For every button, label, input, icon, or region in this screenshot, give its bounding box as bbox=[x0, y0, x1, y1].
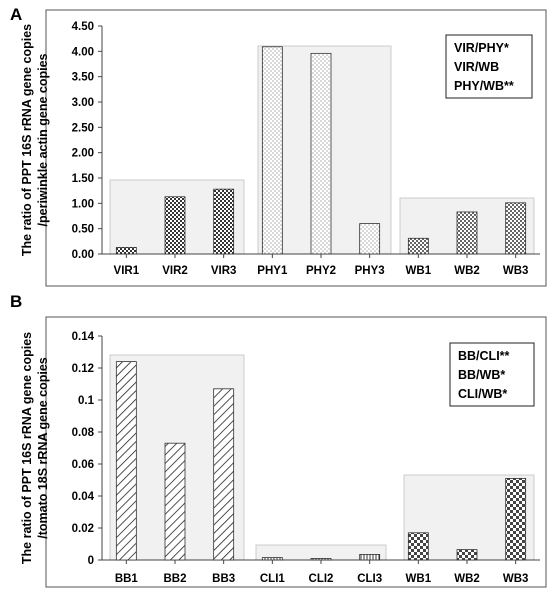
panel-letter: A bbox=[10, 5, 22, 24]
category-label-vir1: VIR1 bbox=[114, 265, 140, 277]
category-label-vir3: VIR3 bbox=[211, 265, 237, 277]
category-label-wb2: WB2 bbox=[454, 573, 480, 585]
y-axis-label: The ratio of PPT 16S rRNA gene copies bbox=[20, 332, 34, 564]
y-tick-label: 2.00 bbox=[72, 148, 94, 160]
significance-box bbox=[445, 34, 533, 99]
bar-wb2 bbox=[456, 549, 478, 561]
category-label-wb1: WB1 bbox=[406, 265, 432, 277]
bar-cli3 bbox=[359, 554, 381, 561]
category-label-cli3: CLI3 bbox=[357, 573, 382, 585]
category-label-phy1: PHY1 bbox=[257, 265, 288, 277]
y-tick-label: 0.06 bbox=[72, 459, 94, 471]
category-label-wb3: WB3 bbox=[503, 573, 529, 585]
y-axis-label: The ratio of PPT 16S rRNA gene copies bbox=[20, 24, 34, 256]
y-tick-label: 4.00 bbox=[72, 46, 94, 58]
y-tick-label: 0.00 bbox=[72, 249, 94, 261]
bar-phy1 bbox=[261, 46, 283, 255]
category-label-wb2: WB2 bbox=[454, 265, 480, 277]
bar-phy3 bbox=[359, 223, 381, 255]
bar-cli2 bbox=[310, 558, 332, 561]
significance-box bbox=[449, 342, 535, 407]
y-tick-label: 0.14 bbox=[72, 331, 95, 343]
y-tick-label: 0.04 bbox=[72, 491, 95, 503]
significance-label: CLI/WB* bbox=[458, 387, 507, 401]
y-tick-label: 0.08 bbox=[72, 427, 95, 439]
category-label-bb3: BB3 bbox=[212, 573, 235, 585]
bar-vir2 bbox=[164, 196, 186, 255]
y-tick-label: 1.50 bbox=[72, 173, 94, 185]
y-tick-label: 3.00 bbox=[72, 97, 94, 109]
y-tick-label: 4.50 bbox=[72, 21, 94, 33]
significance-label: VIR/WB bbox=[454, 60, 499, 74]
y-axis-label: /tomato 18S rRNA gene copies bbox=[36, 357, 50, 539]
y-axis-label: /periwinkle actin gene copies bbox=[36, 53, 50, 226]
chart-frame bbox=[45, 9, 547, 287]
panel-a: A 0.00 0.50 1.00 1.50 2.00 2.50 3.00 3.50 4.00 4.5… bbox=[10, 5, 547, 287]
significance-label: BB/WB* bbox=[458, 368, 505, 382]
bar-bb2 bbox=[164, 442, 186, 561]
category-label-vir2: VIR2 bbox=[162, 265, 188, 277]
bar-vir3 bbox=[213, 188, 235, 255]
category-label-phy2: PHY2 bbox=[306, 265, 336, 277]
significance-label: VIR/PHY* bbox=[454, 41, 509, 55]
panel-b: B 0 0.02 0.04 0.06 0.08 0.1 0.12 0.14 BB1 BB2 BB3 CL… bbox=[10, 292, 547, 588]
category-label-wb1: WB1 bbox=[406, 573, 432, 585]
category-label-cli2: CLI2 bbox=[309, 573, 334, 585]
bar-bb3 bbox=[213, 388, 235, 561]
y-tick-label: 0.50 bbox=[72, 224, 94, 236]
category-label-phy3: PHY3 bbox=[355, 265, 385, 277]
significance-label: PHY/WB** bbox=[454, 79, 514, 93]
bar-wb3 bbox=[505, 202, 527, 255]
bar-cli1 bbox=[261, 557, 283, 561]
bar-wb3 bbox=[505, 477, 527, 561]
y-tick-label: 0.1 bbox=[78, 395, 95, 407]
bar-wb1 bbox=[407, 532, 429, 561]
bar-phy2 bbox=[310, 52, 332, 255]
bar-vir1 bbox=[115, 247, 137, 255]
y-tick-label: 3.50 bbox=[72, 72, 94, 84]
y-tick-label: 0.02 bbox=[72, 523, 94, 535]
bar-wb2 bbox=[456, 211, 478, 255]
y-tick-label: 2.50 bbox=[72, 122, 94, 134]
chart-frame bbox=[45, 316, 547, 588]
y-tick-label: 0.12 bbox=[72, 363, 94, 375]
category-label-wb3: WB3 bbox=[503, 265, 529, 277]
significance-label: BB/CLI** bbox=[458, 349, 510, 363]
y-tick-label: 0 bbox=[88, 555, 94, 567]
bar-wb1 bbox=[407, 237, 429, 255]
category-label-bb2: BB2 bbox=[163, 573, 186, 585]
category-label-cli1: CLI1 bbox=[260, 573, 286, 585]
panel-letter: B bbox=[10, 292, 22, 311]
y-tick-label: 1.00 bbox=[72, 198, 94, 210]
category-label-bb1: BB1 bbox=[115, 573, 139, 585]
bar-bb1 bbox=[115, 361, 137, 561]
